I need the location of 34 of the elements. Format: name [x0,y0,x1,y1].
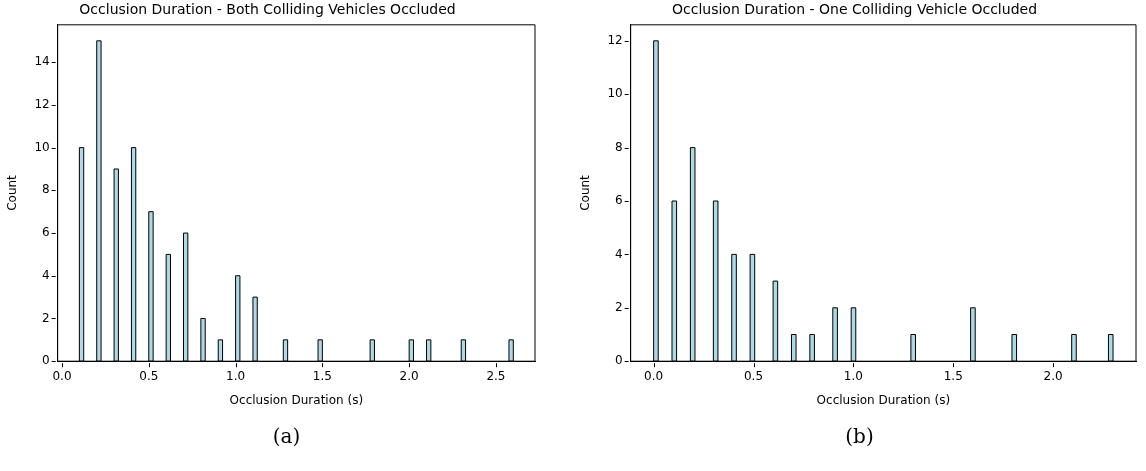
x-tick-label: 2.0 [1043,368,1063,383]
y-tick-label: 6 [42,225,50,240]
y-tick-label: 4 [615,246,623,261]
x-tick-label: 1.0 [226,368,246,383]
x-tick-label: 0.5 [743,368,764,383]
text: (a) [271,424,302,448]
y-tick-label: 2 [42,310,50,325]
x-axis-title: Occlusion Duration (s) [229,392,364,407]
text: (b) [844,424,875,448]
y-tick-label: 2 [615,299,623,314]
x-tick-label: 2.5 [486,368,506,383]
chart-title: Occlusion Duration - Both Colliding Vehicles Occluded [79,1,456,18]
y-tick-label: 0 [615,353,623,368]
y-tick-label: 10 [34,139,50,154]
x-tick-label: 1.5 [943,368,963,383]
y-tick-label: 4 [42,267,50,282]
x-tick-label: 1.0 [843,368,863,383]
y-tick-label: 8 [42,182,50,197]
x-tick-label: 0.5 [139,368,159,383]
y-tick-label: 12 [607,32,623,47]
x-tick-label: 0.0 [52,368,72,383]
x-tick-label: 1.5 [312,368,332,383]
y-axis-title: Count [578,174,593,211]
x-tick-label: 2.0 [399,368,419,383]
y-tick-label: 0 [42,353,50,368]
x-axis-title: Occlusion Duration (s) [816,392,951,407]
y-tick-label: 14 [34,54,50,69]
y-tick-label: 6 [615,193,623,208]
x-tick-label: 0.0 [644,368,664,383]
y-axis-title: Count [5,174,20,211]
y-tick-label: 10 [607,86,623,101]
chart-title: Occlusion Duration - One Colliding Vehicle Occluded [671,1,1038,18]
y-tick-label: 12 [34,97,50,112]
y-tick-label: 8 [615,139,623,154]
